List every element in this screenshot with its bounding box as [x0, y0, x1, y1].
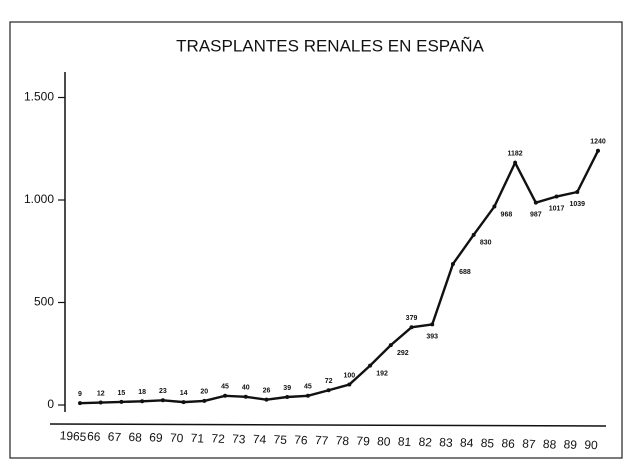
data-point	[513, 160, 518, 165]
x-tick-label: 76	[294, 433, 309, 448]
value-label: 23	[159, 388, 167, 395]
value-label: 18	[138, 389, 146, 396]
x-axis	[49, 423, 607, 427]
value-label: 987	[530, 212, 542, 219]
data-point	[409, 325, 414, 330]
data-point	[119, 399, 124, 404]
x-tick-label: 72	[211, 431, 226, 446]
value-label: 72	[325, 378, 333, 385]
data-point	[368, 363, 373, 368]
value-label: 192	[376, 370, 388, 377]
x-tick-label: 77	[315, 433, 330, 448]
value-label: 379	[406, 315, 418, 322]
value-label: 14	[180, 390, 188, 397]
value-label: 1240	[590, 139, 606, 146]
x-tick-label: 75	[273, 432, 288, 447]
x-tick-label: 69	[149, 430, 164, 445]
x-tick-label: 71	[190, 431, 205, 446]
x-tick-label: 80	[377, 434, 392, 449]
x-tick-label: 83	[439, 435, 454, 450]
x-tick-label: 70	[170, 430, 185, 445]
value-label: 100	[344, 372, 356, 379]
value-label: 15	[118, 390, 126, 397]
y-tick-label: 1.500	[24, 90, 54, 104]
x-tick-label: 74	[252, 432, 267, 447]
x-tick-label: 79	[356, 434, 371, 449]
data-point	[388, 343, 393, 348]
data-point	[160, 398, 165, 403]
x-tick-label: 67	[107, 429, 122, 444]
data-point	[492, 204, 497, 209]
value-label: 968	[501, 211, 513, 218]
data-point	[326, 388, 331, 393]
x-tick-label: 90	[584, 437, 599, 452]
data-point	[243, 394, 248, 399]
x-tick-label: 66	[87, 429, 102, 444]
x-tick-label: 86	[501, 436, 516, 451]
data-point	[575, 190, 580, 195]
data-point	[202, 398, 207, 403]
value-label: 12	[97, 390, 105, 397]
value-label: 40	[242, 385, 250, 392]
y-tick-label: 1.000	[24, 192, 54, 206]
data-point	[78, 401, 82, 406]
data-point	[98, 400, 103, 405]
value-label: 830	[480, 240, 492, 247]
value-label: 45	[304, 384, 312, 391]
data-point	[223, 393, 228, 398]
x-tick-label: 85	[480, 436, 495, 451]
x-tick-label: 81	[397, 434, 412, 449]
value-label: 1182	[508, 151, 523, 158]
data-point	[430, 322, 435, 327]
value-label: 688	[459, 269, 471, 276]
data-line	[79, 150, 600, 405]
value-label: 1039	[569, 201, 585, 208]
data-point	[140, 399, 145, 404]
data-point	[533, 200, 538, 205]
x-tick-label: 68	[128, 430, 143, 445]
x-tick-label: 1965	[59, 428, 87, 444]
y-tick-label: 0	[47, 397, 54, 411]
x-tick-label: 84	[460, 435, 475, 450]
value-label: 45	[221, 384, 229, 391]
data-point	[305, 393, 310, 398]
value-label: 20	[200, 389, 208, 396]
x-tick-label: 82	[418, 435, 433, 450]
data-point	[554, 194, 559, 199]
data-point	[347, 382, 352, 387]
frame	[9, 21, 623, 459]
value-label: 9	[78, 391, 82, 398]
y-tick-label: 500	[34, 295, 54, 309]
data-point	[596, 148, 600, 153]
data-point	[450, 261, 455, 266]
x-tick-label: 78	[335, 433, 350, 448]
x-tick-label: 87	[522, 436, 537, 451]
x-tick-label: 88	[542, 437, 557, 452]
value-label: 292	[397, 350, 409, 357]
x-tick-label: 73	[232, 432, 247, 447]
data-point	[471, 232, 476, 237]
chart-title: TRASPLANTES RENALES EN ESPAÑA	[176, 36, 484, 55]
data-point	[264, 397, 269, 402]
value-label: 393	[426, 333, 438, 340]
value-label: 39	[283, 385, 291, 392]
value-label: 26	[263, 388, 271, 395]
data-point	[181, 400, 186, 405]
x-tick-label: 89	[563, 437, 578, 452]
value-label: 1017	[549, 205, 565, 212]
data-point	[285, 395, 290, 400]
